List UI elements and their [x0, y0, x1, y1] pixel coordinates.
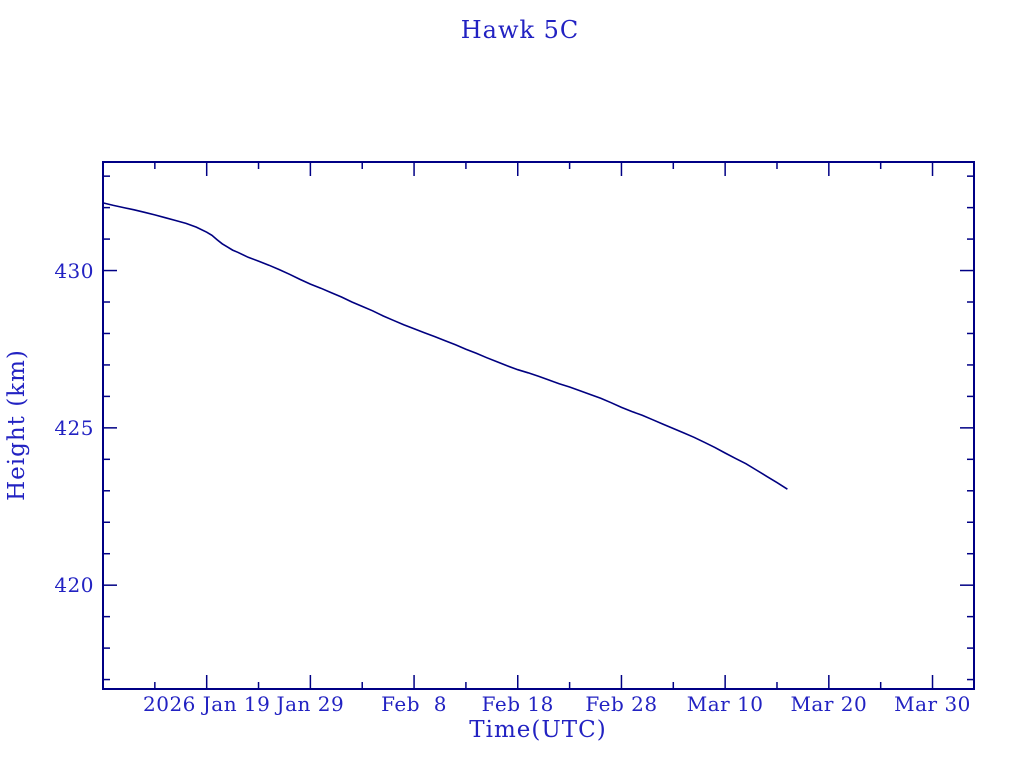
x-tick-label: Mar 10 — [686, 692, 764, 716]
x-tick-label: Feb 18 — [481, 692, 554, 716]
y-tick-label: 430 — [54, 258, 94, 283]
x-tick-label: Feb 8 — [381, 692, 447, 716]
x-axis-title: Time(UTC) — [469, 717, 607, 743]
chart-title: Hawk 5C — [460, 16, 580, 44]
x-tick-label: Jan 29 — [276, 692, 345, 716]
height-series-line — [102, 202, 788, 490]
y-axis-title: Height (km) — [4, 349, 30, 501]
x-tick-label: Mar 20 — [790, 692, 868, 716]
y-tick-label: 420 — [54, 573, 94, 598]
x-tick-label: Mar 30 — [894, 692, 971, 716]
axis-box — [102, 161, 975, 690]
x-tick-label: 2026 Jan 19 — [142, 692, 271, 716]
y-tick-label: 425 — [54, 415, 94, 440]
x-tick-label: Feb 28 — [585, 692, 658, 716]
